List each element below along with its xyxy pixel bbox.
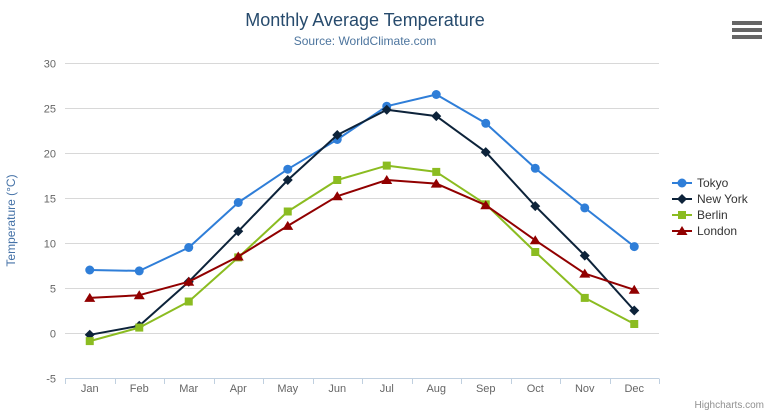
legend-label: London xyxy=(697,224,738,238)
point-new-york[interactable] xyxy=(579,250,590,261)
y-axis-title: Temperature (°C) xyxy=(4,174,18,266)
y-gridlines xyxy=(65,63,659,379)
svg-text:5: 5 xyxy=(50,284,56,296)
svg-text:Jan: Jan xyxy=(81,383,99,395)
legend-label: Berlin xyxy=(697,208,728,222)
legend-item-tokyo[interactable]: Tokyo xyxy=(672,177,748,189)
x-axis xyxy=(65,378,660,384)
square-marker-icon xyxy=(672,211,692,219)
point-berlin[interactable] xyxy=(333,176,342,184)
point-new-york[interactable] xyxy=(480,147,491,158)
point-new-york[interactable] xyxy=(332,130,343,140)
credits-link[interactable]: Highcharts.com xyxy=(694,400,764,411)
context-menu-button[interactable] xyxy=(732,21,762,39)
svg-text:Aug: Aug xyxy=(426,383,446,395)
svg-text:Mar: Mar xyxy=(179,383,198,395)
point-tokyo[interactable] xyxy=(184,243,194,252)
triangle-marker-icon xyxy=(672,226,692,235)
point-tokyo[interactable] xyxy=(134,266,144,276)
svg-text:30: 30 xyxy=(44,59,56,71)
svg-text:Dec: Dec xyxy=(624,383,644,395)
legend-label: Tokyo xyxy=(697,176,729,190)
point-tokyo[interactable] xyxy=(431,90,441,99)
point-new-york[interactable] xyxy=(629,305,640,316)
point-london[interactable] xyxy=(282,220,294,230)
point-london[interactable] xyxy=(133,290,145,300)
svg-text:20: 20 xyxy=(44,149,56,161)
point-berlin[interactable] xyxy=(85,337,94,346)
point-berlin[interactable] xyxy=(531,248,540,256)
point-berlin[interactable] xyxy=(580,293,589,302)
svg-text:Jun: Jun xyxy=(328,383,346,395)
series-line-london xyxy=(88,179,636,299)
svg-text:Oct: Oct xyxy=(527,383,544,395)
legend: Tokyo New York Berlin London xyxy=(672,177,748,237)
point-berlin[interactable] xyxy=(135,323,144,332)
svg-text:Sep: Sep xyxy=(476,383,496,395)
point-new-york[interactable] xyxy=(381,104,392,115)
series-london xyxy=(84,175,640,302)
point-london[interactable] xyxy=(628,284,640,294)
chart-title: Monthly Average Temperature xyxy=(245,10,485,30)
point-london[interactable] xyxy=(579,268,591,278)
series-line-tokyo xyxy=(88,93,636,272)
point-tokyo[interactable] xyxy=(481,118,491,128)
point-new-york[interactable] xyxy=(530,201,541,212)
point-london[interactable] xyxy=(430,178,442,188)
point-berlin[interactable] xyxy=(184,297,193,306)
point-london[interactable] xyxy=(183,276,195,286)
svg-text:May: May xyxy=(277,383,298,395)
chart-subtitle: Source: WorldClimate.com xyxy=(293,34,437,48)
legend-item-london[interactable]: London xyxy=(672,225,748,237)
x-axis-labels: Jan Feb Mar Apr May Jun Jul Aug Sep Oct Nov Dec xyxy=(81,383,645,395)
legend-item-berlin[interactable]: Berlin xyxy=(672,209,748,221)
svg-text:Jul: Jul xyxy=(380,383,394,395)
point-tokyo[interactable] xyxy=(530,163,540,173)
series-line-new-york xyxy=(88,108,636,336)
point-tokyo[interactable] xyxy=(580,203,590,213)
point-new-york[interactable] xyxy=(282,175,293,185)
point-tokyo[interactable] xyxy=(283,164,293,174)
point-new-york[interactable] xyxy=(431,111,442,122)
svg-text:Feb: Feb xyxy=(130,383,149,395)
svg-text:0: 0 xyxy=(50,329,56,341)
legend-item-new-york[interactable]: New York xyxy=(672,193,748,205)
svg-text:-5: -5 xyxy=(46,374,56,386)
hamburger-icon xyxy=(732,21,762,39)
point-london[interactable] xyxy=(84,292,96,302)
circle-marker-icon xyxy=(672,178,692,188)
point-london[interactable] xyxy=(232,251,244,261)
series-new-york xyxy=(84,104,640,340)
svg-text:15: 15 xyxy=(44,194,56,206)
point-london[interactable] xyxy=(331,191,343,201)
point-berlin[interactable] xyxy=(432,167,441,176)
svg-text:Nov: Nov xyxy=(575,383,595,395)
point-tokyo[interactable] xyxy=(233,198,243,207)
point-berlin[interactable] xyxy=(382,161,391,170)
point-berlin[interactable] xyxy=(283,207,292,216)
point-london[interactable] xyxy=(480,200,492,210)
point-tokyo[interactable] xyxy=(629,242,639,252)
point-berlin[interactable] xyxy=(630,320,639,328)
point-tokyo[interactable] xyxy=(85,265,95,275)
y-axis-labels: -5 0 5 10 15 20 25 30 xyxy=(44,59,56,386)
legend-label: New York xyxy=(697,192,748,206)
point-london[interactable] xyxy=(529,235,541,245)
series-tokyo xyxy=(85,90,639,276)
svg-text:10: 10 xyxy=(44,239,56,251)
point-london[interactable] xyxy=(381,175,393,184)
svg-text:25: 25 xyxy=(44,104,56,116)
series-line-berlin xyxy=(88,164,636,343)
point-new-york[interactable] xyxy=(233,226,244,237)
diamond-marker-icon xyxy=(672,194,692,204)
svg-text:Apr: Apr xyxy=(230,383,247,395)
